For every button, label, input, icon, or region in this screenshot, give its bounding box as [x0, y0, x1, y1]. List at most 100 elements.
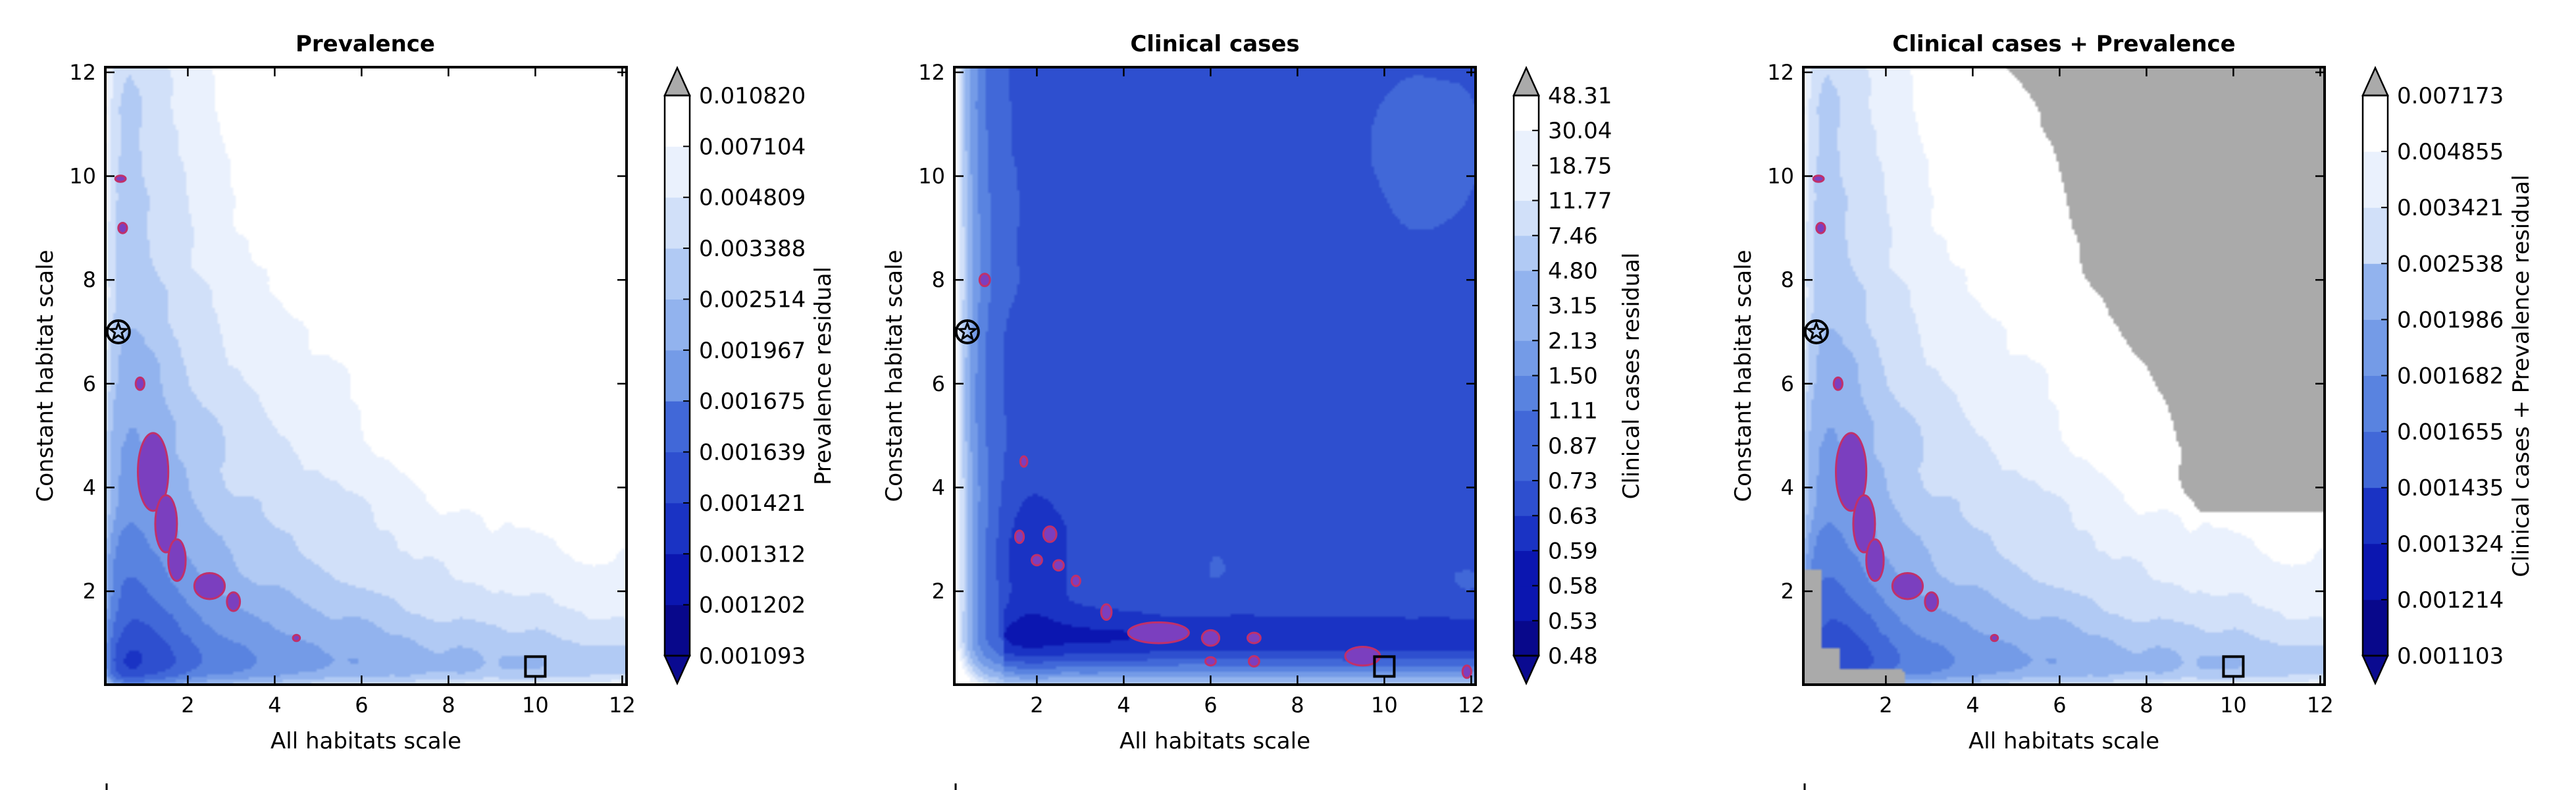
y-ticks: 2 4 6 8 10 12 — [69, 60, 627, 604]
x-tick-label: 10 — [2220, 693, 2247, 718]
colorbar-tick-label: 0.001675 — [699, 388, 806, 415]
minimum-region — [1127, 621, 1190, 645]
colorbar-segment — [665, 197, 690, 249]
colorbar-tick-label: 1.11 — [1548, 398, 1598, 425]
x-tick-label: 2 — [1030, 693, 1043, 718]
plot-frame — [953, 66, 1477, 686]
colorbar-tick-label: 0.010820 — [699, 83, 806, 109]
colorbar-segment — [665, 554, 690, 606]
minimum-region — [1891, 572, 1924, 600]
y-ticks: 2 4 6 8 10 12 — [918, 60, 1476, 604]
contour-image — [1803, 67, 2325, 685]
colorbar-tick-label: 0.48 — [1548, 643, 1598, 670]
clinical-cases-panel: Clinical cases 2 4 6 8 10 12 2 4 6 8 10 12 All hab… — [881, 31, 1645, 754]
minimum-region — [167, 538, 187, 582]
colorbar-tick-label: 0.001324 — [2397, 531, 2504, 558]
colorbar-tick-label: 0.001103 — [2397, 643, 2504, 670]
panel-title: Prevalence — [296, 31, 435, 57]
y-tick-label: 6 — [83, 371, 96, 396]
minimum-region — [117, 221, 128, 234]
y-tick-label: 12 — [69, 60, 96, 85]
colorbar-tick-label: 30.04 — [1548, 118, 1612, 144]
x-tick-label: 2 — [181, 693, 194, 718]
colorbar-segment — [1514, 270, 1539, 306]
colorbar-segment — [665, 350, 690, 402]
y-tick-label: 6 — [1781, 371, 1794, 396]
colorbar-segment — [1514, 200, 1539, 236]
colorbar-tick-label: 0.001967 — [699, 338, 806, 364]
colorbar-segment — [665, 95, 690, 147]
colorbar-segment — [1514, 481, 1539, 516]
minimum-region — [114, 174, 127, 183]
y-ticks: 2 4 6 8 10 12 — [1767, 60, 2325, 604]
colorbar-segment — [665, 502, 690, 554]
colorbar-tick-label: 3.15 — [1548, 293, 1598, 319]
colorbar-segment — [1514, 550, 1539, 587]
x-ticks: 2 4 6 8 10 12 — [1030, 67, 1485, 718]
legend-fragments — [105, 783, 1806, 790]
colorbar-segment — [1514, 620, 1539, 656]
colorbar: 0.001093 0.001202 0.001312 0.001421 0.001639… — [663, 65, 806, 686]
x-axis-label: All habitats scale — [270, 728, 461, 754]
colorbar-segment — [2363, 375, 2388, 433]
colorbar-segment — [665, 146, 690, 198]
x-tick-label: 12 — [2307, 693, 2334, 718]
colorbar-segment — [665, 248, 690, 300]
colorbar-segment — [1514, 410, 1539, 446]
colorbar-tick-label: 0.003421 — [2397, 195, 2504, 221]
y-axis-label: Constant habitat scale — [1730, 250, 1757, 502]
best-fit-star-marker — [107, 320, 130, 341]
colorbar-segment — [1514, 165, 1539, 201]
minimum-region — [1852, 494, 1876, 554]
colorbar-segment — [2363, 319, 2388, 376]
colorbar-tick-label: 7.46 — [1548, 223, 1598, 250]
y-tick-label: 12 — [918, 60, 945, 85]
panel-marks — [1803, 174, 2245, 678]
colorbar-tick-label: 0.001986 — [2397, 307, 2504, 333]
x-tick-label: 8 — [2140, 693, 2153, 718]
minimum-region — [1461, 664, 1472, 679]
colorbar-label: Clinical cases residual — [1618, 253, 1645, 500]
colorbar-under-triangle — [1512, 654, 1540, 686]
y-tick-label: 4 — [932, 475, 945, 500]
x-tick-label: 6 — [2053, 693, 2066, 718]
colorbar: 0.48 0.53 0.58 0.59 0.63 0.73 0.87 1.11 1.50 2.13… — [1512, 65, 1612, 686]
colorbar-tick-label: 4.80 — [1548, 258, 1598, 284]
panel-title: Clinical cases — [1130, 31, 1299, 57]
colorbar-tick-label: 0.53 — [1548, 608, 1598, 635]
colorbar-tick-label: 0.59 — [1548, 538, 1598, 564]
y-tick-label: 12 — [1767, 60, 1794, 85]
minimum-region — [1815, 221, 1826, 234]
colorbar-tick-label: 0.007173 — [2397, 83, 2504, 109]
plot-frame — [104, 66, 628, 686]
colorbar-segment — [1514, 305, 1539, 341]
colorbar-tick-label: 18.75 — [1548, 153, 1612, 179]
panel-marks — [954, 273, 1472, 679]
contour-field — [105, 67, 627, 685]
minimum-region — [134, 376, 145, 391]
colorbar-segment — [665, 401, 690, 453]
minimum-region — [1200, 629, 1221, 647]
colorbar-tick-label: 0.001214 — [2397, 587, 2504, 614]
contour-image — [954, 67, 1476, 685]
panel-marks — [105, 174, 547, 678]
y-tick-label: 2 — [1781, 579, 1794, 604]
colorbar-segment — [1514, 235, 1539, 271]
minimum-region — [1832, 376, 1843, 391]
minimum-region — [1070, 574, 1081, 587]
colorbar-tick-label: 0.003388 — [699, 236, 806, 262]
minimum-region — [1812, 174, 1825, 183]
x-tick-label: 8 — [1291, 693, 1304, 718]
colorbar-tick-label: 0.87 — [1548, 433, 1598, 460]
colorbar-tick-label: 11.77 — [1548, 188, 1612, 215]
x-tick-label: 8 — [442, 693, 455, 718]
colorbar-tick-label: 0.001655 — [2397, 419, 2504, 446]
colorbar-tick-label: 48.31 — [1548, 83, 1612, 109]
colorbar-tick-label: 2.13 — [1548, 328, 1598, 354]
colorbar-under-triangle — [2361, 654, 2389, 686]
colorbar-tick-label: 0.001435 — [2397, 475, 2504, 502]
x-tick-label: 6 — [355, 693, 368, 718]
colorbar-segment — [2363, 95, 2388, 152]
x-tick-label: 10 — [522, 693, 549, 718]
